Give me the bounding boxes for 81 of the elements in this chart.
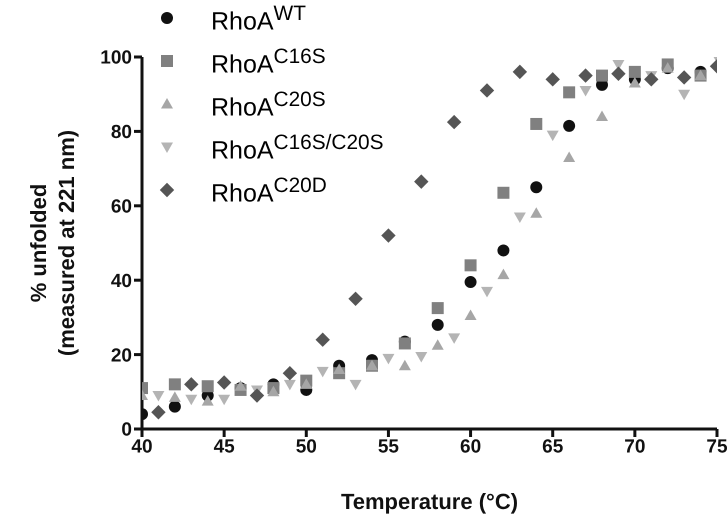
point	[512, 64, 528, 80]
point	[184, 377, 198, 392]
point	[578, 68, 593, 83]
point	[432, 302, 444, 314]
point	[628, 66, 641, 78]
x-tick-label: 55	[378, 436, 400, 458]
point	[202, 380, 214, 392]
point	[398, 360, 411, 370]
x-tick-label: 65	[542, 436, 564, 458]
point	[432, 339, 444, 350]
point	[446, 114, 462, 130]
x-tick-label: 60	[460, 436, 482, 458]
point	[415, 352, 428, 362]
point	[350, 380, 362, 390]
point	[218, 394, 230, 406]
y-axis-title: % unfolded (measured at 221 nm)	[26, 130, 79, 356]
point	[185, 394, 198, 406]
y-tick-label: 100	[100, 48, 132, 69]
point	[497, 244, 510, 256]
y-tick-label: 0	[121, 420, 132, 441]
point	[596, 110, 608, 122]
y-tick-label: 80	[110, 122, 132, 144]
point	[530, 181, 542, 194]
x-tick-label: 50	[296, 436, 317, 458]
point	[202, 395, 214, 406]
point	[563, 120, 576, 132]
point	[316, 366, 329, 378]
legend-label: RhoA$^{C20D}$	[211, 172, 327, 208]
point	[497, 268, 510, 280]
point	[282, 366, 298, 380]
point	[464, 276, 477, 288]
point	[580, 86, 592, 96]
legend-label: RhoA$^{WT}$	[211, 0, 306, 36]
point	[480, 83, 494, 98]
point	[152, 391, 164, 402]
point	[596, 70, 608, 82]
point	[381, 228, 396, 243]
point	[216, 375, 232, 390]
point	[676, 70, 692, 85]
point	[284, 380, 296, 390]
point	[300, 378, 312, 389]
point	[250, 388, 264, 403]
point	[530, 207, 542, 218]
point	[611, 66, 626, 81]
point	[168, 391, 181, 402]
point	[546, 72, 560, 87]
point	[382, 354, 394, 364]
point	[481, 286, 493, 298]
point	[497, 186, 510, 199]
point	[678, 90, 690, 100]
point	[316, 332, 330, 347]
legend-label: RhoA$^{C16S}$	[211, 44, 326, 80]
point	[464, 310, 477, 320]
point	[644, 72, 658, 87]
point	[530, 118, 542, 130]
x-tick-label: 70	[624, 436, 646, 458]
x-axis-title: Temperature (°C)	[340, 489, 518, 514]
y-tick-label: 40	[110, 270, 132, 292]
point	[168, 378, 181, 390]
point	[432, 318, 444, 331]
point	[464, 259, 477, 272]
x-tick-label: 40	[131, 436, 153, 458]
point	[267, 386, 280, 396]
legend-label: RhoA$^{C16S/C20S}$	[211, 130, 384, 166]
point	[414, 174, 428, 189]
x-tick-label: 75	[706, 436, 727, 458]
point	[628, 77, 641, 88]
y-tick-label: 60	[110, 196, 132, 218]
point	[168, 400, 181, 413]
point	[546, 130, 559, 142]
point	[234, 380, 247, 391]
point	[514, 212, 526, 223]
y-tick-label: 20	[110, 345, 132, 366]
legend-label: RhoA$^{C20S}$	[211, 86, 326, 122]
point	[563, 151, 576, 162]
point	[448, 333, 460, 344]
point	[151, 405, 166, 420]
point	[333, 363, 346, 374]
point	[563, 86, 576, 98]
x-tick-label: 45	[214, 436, 236, 458]
point	[348, 292, 363, 306]
